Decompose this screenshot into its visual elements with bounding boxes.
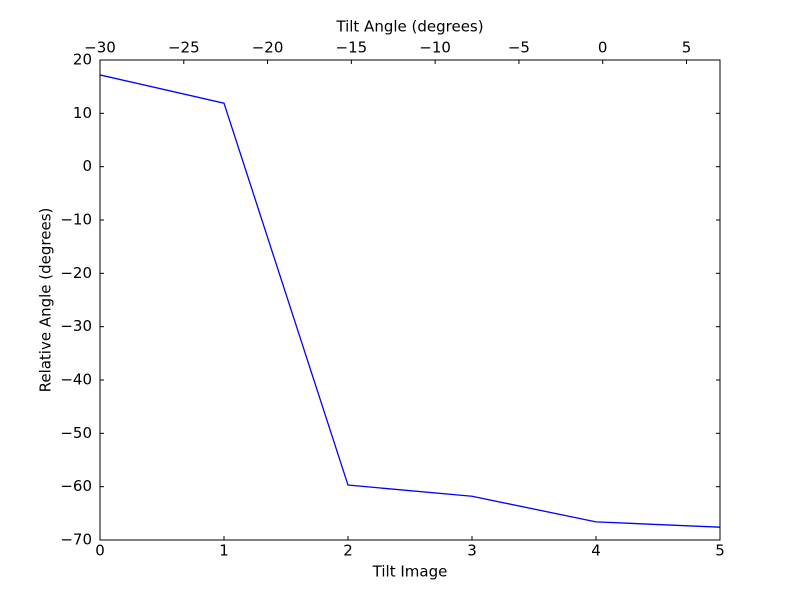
data-line <box>99 74 721 528</box>
x-tick-label: 5 <box>715 542 725 560</box>
y-tick-label: −30 <box>60 317 92 335</box>
x2-tick-label: −25 <box>168 39 200 57</box>
y-tick-label: 10 <box>73 104 92 122</box>
x2-tick-label: 5 <box>682 39 692 57</box>
x2-tick-label: −5 <box>508 39 530 57</box>
y-tick-label: −50 <box>60 424 92 442</box>
y-tick-label: −10 <box>60 211 92 229</box>
x2-tick-label: −10 <box>419 39 451 57</box>
y-tick-label: 20 <box>73 51 92 69</box>
y-tick-label: 0 <box>82 157 92 175</box>
y-tick-label: −40 <box>60 371 92 389</box>
x2-axis-label: Tilt Angle (degrees) <box>335 18 483 36</box>
y-tick-label: −70 <box>60 531 92 549</box>
x-tick-label: 0 <box>95 542 105 560</box>
x-tick-label: 1 <box>219 542 229 560</box>
x-axis-label: Tilt Image <box>372 563 448 581</box>
x-tick-label: 3 <box>467 542 477 560</box>
y-tick-label: −20 <box>60 264 92 282</box>
x2-tick-label: −15 <box>336 39 368 57</box>
x-tick-label: 4 <box>591 542 601 560</box>
x2-tick-label: −30 <box>84 39 116 57</box>
x2-tick-label: −20 <box>252 39 284 57</box>
y-tick-label: −60 <box>60 477 92 495</box>
plot-frame <box>99 59 721 541</box>
x-tick-label: 2 <box>343 542 353 560</box>
y-axis-label: Relative Angle (degrees) <box>37 208 55 393</box>
x2-tick-label: 0 <box>598 39 608 57</box>
